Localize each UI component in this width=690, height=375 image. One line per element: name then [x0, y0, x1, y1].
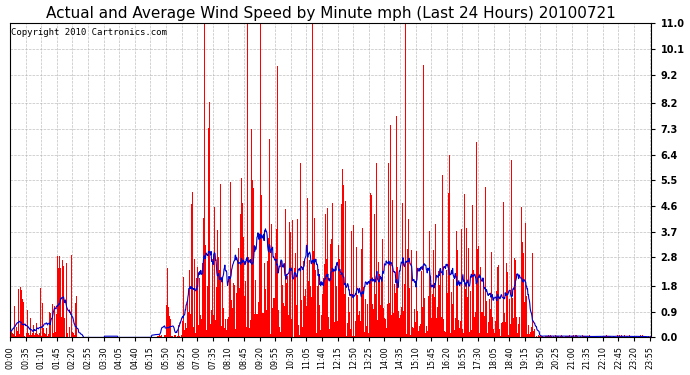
Title: Actual and Average Wind Speed by Minute mph (Last 24 Hours) 20100721: Actual and Average Wind Speed by Minute …	[46, 6, 615, 21]
Text: Copyright 2010 Cartronics.com: Copyright 2010 Cartronics.com	[11, 28, 167, 37]
